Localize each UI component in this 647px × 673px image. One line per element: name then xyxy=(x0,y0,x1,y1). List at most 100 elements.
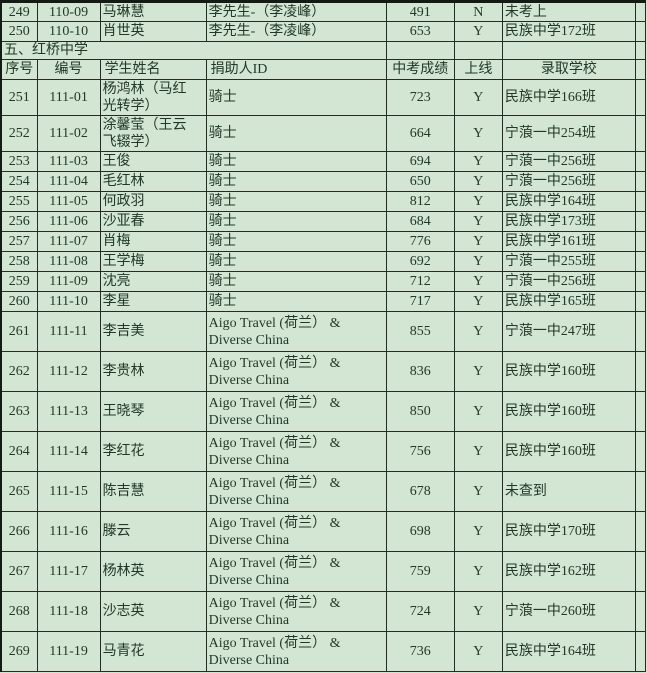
cell-no[interactable]: 264 xyxy=(0,431,38,472)
cell-school[interactable]: 宁蒗一中260班 xyxy=(501,591,636,632)
cell-name[interactable]: 涂馨莹（王云 飞辍学） xyxy=(99,115,207,152)
cell-online[interactable]: Y xyxy=(453,551,503,592)
cell-donor[interactable]: 骑士 xyxy=(205,271,387,292)
cell-school[interactable]: 民族中学160班 xyxy=(501,431,636,472)
cell-score[interactable]: 712 xyxy=(385,271,455,292)
cell-score[interactable]: 684 xyxy=(385,211,455,232)
cell-code[interactable]: 111-15 xyxy=(36,471,101,512)
cell-donor[interactable]: Aigo Travel (荷兰） & Diverse China xyxy=(205,471,387,512)
cell-empty[interactable] xyxy=(501,41,636,60)
cell-no[interactable]: 254 xyxy=(0,171,38,192)
cell-online[interactable]: Y xyxy=(453,79,503,116)
header-extra[interactable] xyxy=(634,59,647,80)
cell-extra[interactable] xyxy=(634,351,647,392)
cell-donor[interactable]: Aigo Travel (荷兰） & Diverse China xyxy=(205,311,387,352)
cell-online[interactable]: Y xyxy=(453,391,503,432)
cell-extra[interactable] xyxy=(634,171,647,192)
cell-online[interactable]: Y xyxy=(453,251,503,272)
cell-no[interactable]: 263 xyxy=(0,391,38,432)
cell-school[interactable]: 宁蒗一中256班 xyxy=(501,151,636,172)
cell-name[interactable]: 沙志英 xyxy=(99,591,207,632)
cell-score[interactable]: 723 xyxy=(385,79,455,116)
cell-code[interactable]: 111-03 xyxy=(36,151,101,172)
cell-no[interactable]: 269 xyxy=(0,631,38,672)
cell-score[interactable]: 855 xyxy=(385,311,455,352)
cell-donor[interactable]: 骑士 xyxy=(205,151,387,172)
cell-extra[interactable] xyxy=(634,431,647,472)
cell-donor[interactable]: 骑士 xyxy=(205,171,387,192)
cell-online[interactable]: Y xyxy=(453,291,503,312)
cell-empty[interactable] xyxy=(453,41,503,60)
cell-score[interactable]: 759 xyxy=(385,551,455,592)
cell-name[interactable]: 李吉美 xyxy=(99,311,207,352)
cell-score[interactable]: 678 xyxy=(385,471,455,512)
cell-school[interactable]: 未考上 xyxy=(501,1,636,22)
cell-extra[interactable] xyxy=(634,251,647,272)
header-no[interactable]: 序号 xyxy=(0,59,38,80)
cell-score[interactable]: 692 xyxy=(385,251,455,272)
cell-score[interactable]: 653 xyxy=(385,21,455,42)
cell-online[interactable]: Y xyxy=(453,271,503,292)
cell-school[interactable]: 民族中学172班 xyxy=(501,21,636,42)
cell-online[interactable]: Y xyxy=(453,21,503,42)
cell-code[interactable]: 110-09 xyxy=(36,1,101,22)
cell-school[interactable]: 民族中学173班 xyxy=(501,211,636,232)
cell-code[interactable]: 111-05 xyxy=(36,191,101,212)
cell-extra[interactable] xyxy=(634,21,647,42)
cell-score[interactable]: 717 xyxy=(385,291,455,312)
cell-code[interactable]: 111-14 xyxy=(36,431,101,472)
cell-school[interactable]: 宁蒗一中247班 xyxy=(501,311,636,352)
cell-school[interactable]: 未查到 xyxy=(501,471,636,512)
cell-extra[interactable] xyxy=(634,231,647,252)
cell-school[interactable]: 民族中学170班 xyxy=(501,511,636,552)
section-title[interactable]: 五、红桥中学 xyxy=(0,41,387,60)
cell-score[interactable]: 836 xyxy=(385,351,455,392)
cell-extra[interactable] xyxy=(634,79,647,116)
cell-school[interactable]: 民族中学160班 xyxy=(501,351,636,392)
cell-name[interactable]: 李红花 xyxy=(99,431,207,472)
cell-no[interactable]: 252 xyxy=(0,115,38,152)
cell-no[interactable]: 250 xyxy=(0,21,38,42)
cell-score[interactable]: 664 xyxy=(385,115,455,152)
cell-donor[interactable]: 李先生-（李凌峰） xyxy=(205,1,387,22)
cell-extra[interactable] xyxy=(634,471,647,512)
cell-online[interactable]: Y xyxy=(453,511,503,552)
cell-name[interactable]: 杨林英 xyxy=(99,551,207,592)
cell-online[interactable]: Y xyxy=(453,471,503,512)
cell-extra[interactable] xyxy=(634,271,647,292)
cell-online[interactable]: Y xyxy=(453,631,503,672)
cell-code[interactable]: 111-10 xyxy=(36,291,101,312)
cell-extra[interactable] xyxy=(634,151,647,172)
cell-school[interactable]: 宁蒗一中256班 xyxy=(501,271,636,292)
cell-name[interactable]: 沈亮 xyxy=(99,271,207,292)
cell-extra[interactable] xyxy=(634,551,647,592)
cell-online[interactable]: Y xyxy=(453,591,503,632)
cell-score[interactable]: 650 xyxy=(385,171,455,192)
cell-school[interactable]: 民族中学164班 xyxy=(501,191,636,212)
cell-code[interactable]: 111-17 xyxy=(36,551,101,592)
cell-extra[interactable] xyxy=(634,291,647,312)
cell-score[interactable]: 698 xyxy=(385,511,455,552)
cell-donor[interactable]: Aigo Travel (荷兰） & Diverse China xyxy=(205,431,387,472)
cell-online[interactable]: Y xyxy=(453,231,503,252)
cell-online[interactable]: Y xyxy=(453,171,503,192)
cell-no[interactable]: 257 xyxy=(0,231,38,252)
cell-code[interactable]: 110-10 xyxy=(36,21,101,42)
cell-donor[interactable]: Aigo Travel (荷兰） & Diverse China xyxy=(205,351,387,392)
cell-online[interactable]: Y xyxy=(453,191,503,212)
cell-school[interactable]: 宁蒗一中254班 xyxy=(501,115,636,152)
cell-no[interactable]: 266 xyxy=(0,511,38,552)
cell-online[interactable]: Y xyxy=(453,431,503,472)
cell-code[interactable]: 111-06 xyxy=(36,211,101,232)
cell-online[interactable]: Y xyxy=(453,211,503,232)
cell-empty[interactable] xyxy=(634,41,647,60)
cell-donor[interactable]: 骑士 xyxy=(205,79,387,116)
cell-extra[interactable] xyxy=(634,511,647,552)
cell-code[interactable]: 111-18 xyxy=(36,591,101,632)
cell-donor[interactable]: 骑士 xyxy=(205,251,387,272)
cell-score[interactable]: 776 xyxy=(385,231,455,252)
cell-name[interactable]: 毛红林 xyxy=(99,171,207,192)
header-online[interactable]: 上线 xyxy=(453,59,503,80)
cell-name[interactable]: 马青花 xyxy=(99,631,207,672)
cell-school[interactable]: 民族中学160班 xyxy=(501,391,636,432)
